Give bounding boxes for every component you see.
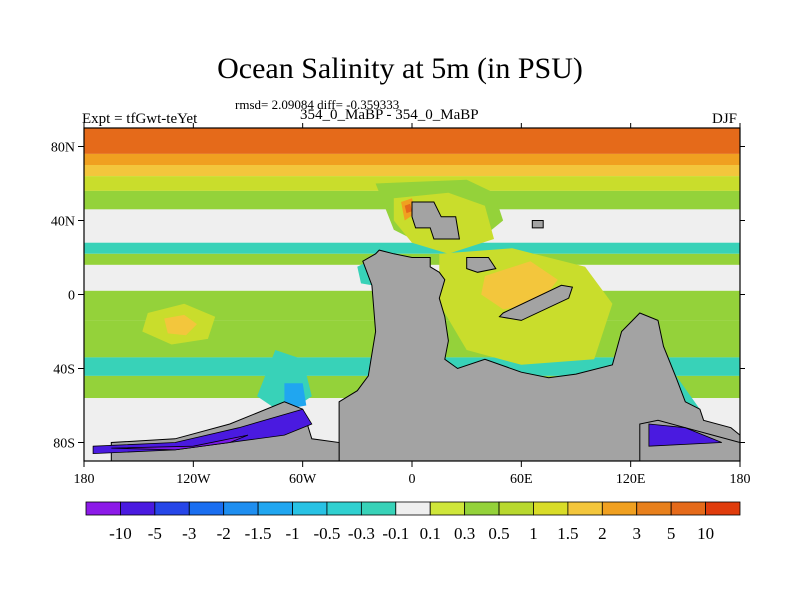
anomaly-south-pacific-core bbox=[164, 314, 197, 336]
colorbar-label: -2 bbox=[217, 524, 231, 543]
stats-label: rmsd= 2.09084 diff= -0.359333 bbox=[235, 97, 400, 112]
colorbar-label: 2 bbox=[598, 524, 607, 543]
map-area bbox=[84, 128, 740, 461]
colorbar-swatch bbox=[292, 501, 328, 516]
lon-tick-label: 0 bbox=[409, 472, 416, 487]
lat-tick-label: 0 bbox=[68, 289, 75, 304]
colorbar-label: 1.5 bbox=[557, 524, 578, 543]
anomaly-antarctic-west-deep bbox=[111, 434, 249, 451]
land-northern-island bbox=[411, 201, 460, 240]
lon-tick-label: 180 bbox=[74, 472, 95, 487]
colorbar-label: -0.5 bbox=[313, 524, 340, 543]
lon-tick-label: 120W bbox=[176, 472, 211, 487]
colorbar-swatch bbox=[601, 501, 638, 516]
colorbar-swatch bbox=[223, 501, 259, 516]
colorbar-label: 0.5 bbox=[488, 524, 509, 543]
colorbar-label: 1 bbox=[529, 524, 538, 543]
colorbar-swatch bbox=[326, 501, 362, 516]
land-diagonal-island bbox=[498, 284, 574, 321]
zonal-band-0 bbox=[84, 128, 740, 154]
colorbar-swatch bbox=[429, 501, 466, 516]
colorbar-swatch bbox=[705, 501, 741, 516]
colorbar: -10 -5 -3 -2 -1.5 -1 -0.5 -0.3 -0.1 0.1 0.3 0.5 1 1.5… bbox=[85, 501, 741, 543]
zonal-band-6 bbox=[84, 242, 740, 254]
colorbar-swatch bbox=[188, 501, 225, 516]
anomaly-north-anomaly-red bbox=[404, 203, 412, 214]
anomaly-sw-coast-blue bbox=[284, 383, 307, 410]
colorbar-label: -1 bbox=[285, 524, 299, 543]
colorbar-label: 0.1 bbox=[420, 524, 441, 543]
colorbar-label: 0.3 bbox=[454, 524, 475, 543]
colorbar-label: -10 bbox=[109, 524, 132, 543]
colorbar-swatch bbox=[120, 501, 156, 516]
lat-tick-label: 80S bbox=[53, 437, 75, 452]
colorbar-swatch bbox=[257, 501, 293, 516]
experiment-label: Expt = tfGwt-teYet bbox=[82, 111, 198, 127]
colorbar-label: -1.5 bbox=[245, 524, 272, 543]
lat-tick-label: 40S bbox=[53, 363, 75, 378]
subtitle-label: 354_0_MaBP - 354_0_MaBP bbox=[300, 107, 479, 123]
lon-tick-label: 60E bbox=[510, 472, 533, 487]
colorbar-swatch bbox=[636, 501, 672, 516]
colorbar-swatch bbox=[533, 501, 569, 516]
lon-tick-label: 60W bbox=[289, 472, 317, 487]
colorbar-swatch bbox=[567, 501, 603, 516]
colorbar-label: 3 bbox=[632, 524, 641, 543]
colorbar-label: 10 bbox=[697, 524, 714, 543]
season-label: DJF bbox=[712, 111, 738, 127]
colorbar-swatch bbox=[85, 501, 121, 516]
anomaly-antarctic-east-purple bbox=[648, 423, 722, 447]
zonal-band-1 bbox=[84, 153, 740, 165]
lat-tick-label: 80N bbox=[51, 141, 75, 156]
colorbar-swatch bbox=[395, 501, 431, 516]
land-main-continent bbox=[338, 249, 740, 461]
colorbar-label: -3 bbox=[182, 524, 196, 543]
colorbar-swatch bbox=[498, 501, 534, 516]
land-eastern-island bbox=[466, 257, 497, 273]
colorbar-label: -5 bbox=[148, 524, 162, 543]
colorbar-swatch bbox=[464, 501, 500, 516]
lon-tick-label: 180 bbox=[730, 472, 751, 487]
colorbar-label: -0.1 bbox=[382, 524, 409, 543]
map-axes: 180 120W 60W 0 60E 120E 180 80N 40N 0 40S 80S bbox=[51, 123, 751, 487]
lat-tick-label: 40N bbox=[51, 215, 75, 230]
colorbar-swatch bbox=[670, 501, 706, 516]
plot-title: Ocean Salinity at 5m (in PSU) bbox=[217, 52, 583, 85]
land-small-islet bbox=[531, 220, 544, 229]
colorbar-label: -0.3 bbox=[348, 524, 375, 543]
colorbar-swatch bbox=[154, 501, 190, 516]
colorbar-swatch bbox=[360, 501, 397, 516]
lon-tick-label: 120E bbox=[616, 472, 646, 487]
colorbar-label: 5 bbox=[667, 524, 676, 543]
zonal-band-2 bbox=[84, 165, 740, 177]
